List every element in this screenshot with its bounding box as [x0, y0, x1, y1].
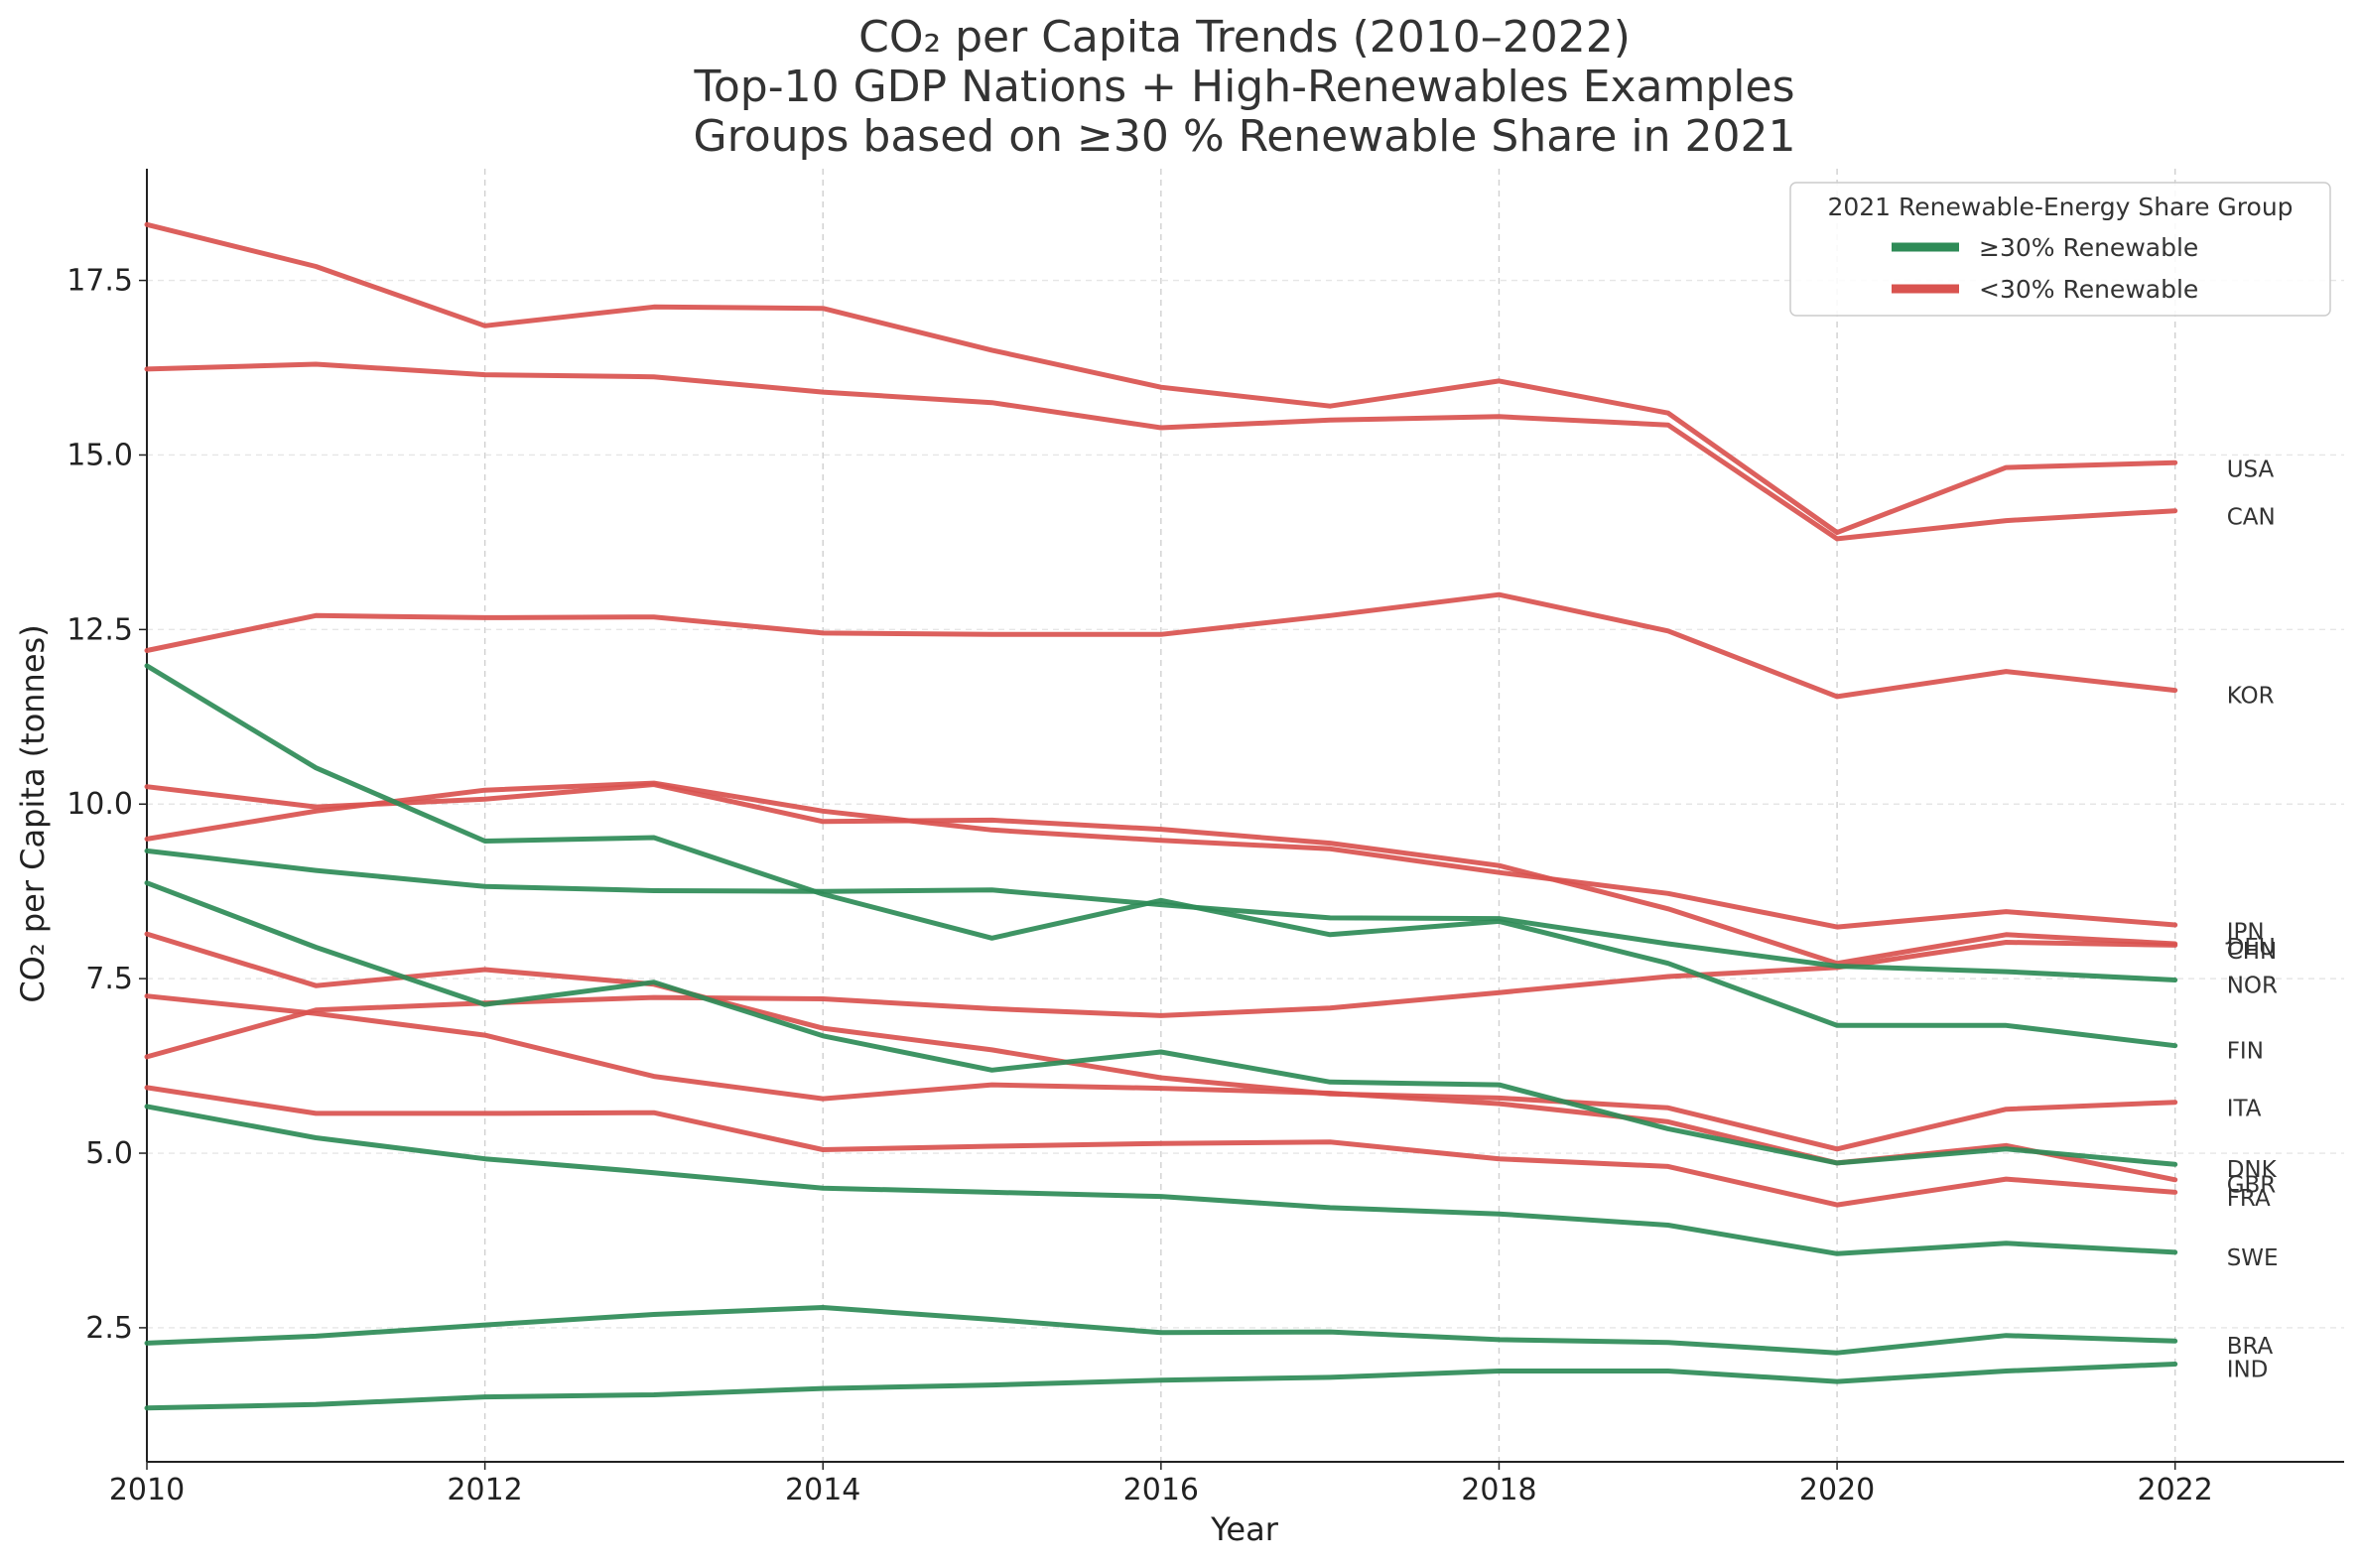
series-line-bra: [144, 1305, 2178, 1356]
y-tick-label: 5.0: [85, 1136, 133, 1171]
series-end-label-fin: FIN: [2227, 1039, 2264, 1065]
x-tick-label: 2014: [785, 1473, 860, 1507]
series-line-deu: [144, 782, 2178, 967]
series-line-ind: [144, 1362, 2178, 1411]
series-end-label-usa: USA: [2227, 457, 2275, 483]
series-line-ita: [144, 931, 2178, 1152]
axes: 2010 2012 2014 2016 2018 2020 2022 2.5 5.0 7.5 10.…: [66, 169, 2344, 1507]
series-end-label-chn: CHN: [2227, 939, 2278, 965]
x-tick-label: 2022: [2138, 1473, 2213, 1507]
legend: 2021 Renewable-Energy Share Group ≥30% R…: [1789, 182, 2331, 317]
series-line-fra: [144, 1085, 2178, 1208]
chart-title-line-2: Top-10 GDP Nations + High-Renewables Exa…: [693, 62, 1794, 112]
legend-box: [1789, 182, 2331, 317]
chart-title-line-3: Groups based on ≥30 % Renewable Share in…: [694, 111, 1796, 162]
series-end-label-kor: KOR: [2227, 683, 2275, 709]
y-tick-label: 10.0: [66, 787, 133, 822]
chart-title-line-1: CO₂ per Capita Trends (2010–2022): [858, 12, 1631, 63]
gridlines: [146, 169, 2344, 1462]
y-tick-label: 17.5: [66, 264, 133, 299]
series-line-dnk: [144, 880, 2178, 1167]
series-end-label-dnk: DNK: [2227, 1157, 2278, 1183]
legend-label-high-renewable: ≥30% Renewable: [1979, 233, 2198, 262]
series-end-label-can: CAN: [2227, 504, 2276, 530]
series-line-fin: [144, 663, 2178, 1049]
series-end-label-jpn: JPN: [2225, 919, 2265, 945]
x-tick-label: 2010: [109, 1473, 185, 1507]
chart-title: CO₂ per Capita Trends (2010–2022) Top-10…: [693, 12, 1795, 162]
series-end-label-swe: SWE: [2227, 1245, 2279, 1271]
y-axis-label: CO₂ per Capita (tonnes): [14, 624, 52, 1002]
series-end-label-fra: FRA: [2227, 1186, 2271, 1212]
series-end-label-ita: ITA: [2227, 1096, 2262, 1121]
series-line-usa: [144, 221, 2178, 536]
series-line-jpn: [144, 780, 2178, 930]
series-end-label-ind: IND: [2227, 1357, 2269, 1382]
x-tick-label: 2016: [1123, 1473, 1199, 1507]
series-lines: [144, 221, 2178, 1411]
x-axis-label: Year: [1210, 1510, 1279, 1548]
y-tick-label: 12.5: [66, 612, 133, 647]
series-end-label-gbr: GBR: [2227, 1173, 2277, 1199]
y-tick-label: 7.5: [85, 962, 133, 996]
x-tick-label: 2018: [1461, 1473, 1536, 1507]
series-line-can: [144, 361, 2178, 542]
legend-label-low-renewable: <30% Renewable: [1979, 275, 2198, 304]
series-end-label-deu: DEU: [2227, 935, 2276, 961]
legend-title: 2021 Renewable-Energy Share Group: [1827, 193, 2293, 221]
series-line-swe: [144, 1104, 2178, 1256]
x-tick-label: 2012: [447, 1473, 522, 1507]
series-end-label-nor: NOR: [2227, 973, 2278, 998]
y-tick-label: 2.5: [85, 1311, 133, 1346]
x-tick-label: 2020: [1799, 1473, 1875, 1507]
y-tick-label: 15.0: [66, 438, 133, 472]
series-line-kor: [144, 591, 2178, 700]
series-line-nor: [144, 848, 2178, 982]
series-end-label-bra: BRA: [2227, 1334, 2274, 1360]
